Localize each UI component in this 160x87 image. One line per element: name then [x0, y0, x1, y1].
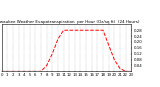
Title: Milwaukee Weather Evapotranspiration  per Hour (Oz/sq ft)  (24 Hours): Milwaukee Weather Evapotranspiration per…	[0, 20, 139, 24]
